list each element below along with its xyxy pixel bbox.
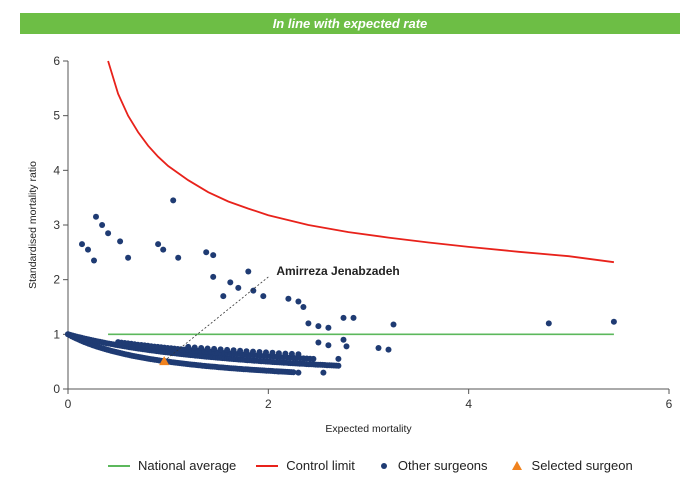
control-limit-line <box>107 60 615 264</box>
legend-label: Control limit <box>286 458 355 473</box>
other-surgeon-point <box>117 238 124 245</box>
other-surgeon-point <box>340 314 347 321</box>
chart-labels: Expected mortality Standardised mortality… <box>27 161 412 435</box>
other-surgeon-point <box>269 349 276 356</box>
other-surgeon-point <box>125 254 132 261</box>
other-surgeon-point <box>85 246 91 253</box>
other-surgeon-point <box>300 304 307 310</box>
legend-label: National average <box>138 458 237 473</box>
other-surgeon-point <box>204 345 211 352</box>
y-tick-label: 0 <box>53 382 60 396</box>
other-surgeon-point <box>295 369 302 376</box>
other-surgeon-point <box>315 323 322 330</box>
other-surgeon-point <box>235 284 242 291</box>
other-surgeon-point <box>310 355 317 362</box>
y-tick-label: 2 <box>53 273 60 287</box>
legend-item-selected-surgeon[interactable]: Selected surgeon <box>508 458 633 473</box>
other-surgeon-point <box>285 295 292 302</box>
other-surgeon-point <box>315 339 322 346</box>
other-surgeon-point <box>250 287 257 294</box>
national-average-swatch <box>108 464 130 467</box>
y-tick-label: 6 <box>53 54 60 68</box>
other-surgeon-point <box>545 320 552 327</box>
other-surgeon-point <box>335 362 342 369</box>
other-surgeon-point <box>210 252 217 259</box>
other-surgeon-point <box>610 318 617 325</box>
chart-title-banner: In line with expected rate <box>20 13 680 34</box>
other-surgeon-point <box>340 336 347 343</box>
legend-item-control-limit[interactable]: Control limit <box>256 458 355 473</box>
other-surgeon-point <box>260 293 267 300</box>
other-surgeon-point <box>185 343 192 350</box>
other-surgeons-swatch <box>380 462 387 469</box>
x-tick-label: 4 <box>465 397 472 411</box>
selected-surgeon-marker <box>159 356 170 366</box>
chart-marks <box>65 60 617 376</box>
other-surgeon-point <box>160 246 167 253</box>
other-surgeon-point <box>325 324 332 331</box>
other-surgeon-point <box>155 241 162 248</box>
x-tick-label: 0 <box>65 397 72 411</box>
other-surgeon-point <box>250 348 256 355</box>
selected-surgeon-swatch <box>511 461 522 470</box>
y-tick-label: 5 <box>53 109 60 123</box>
legend: National average Control limit Other sur… <box>108 458 653 473</box>
x-axis-label: Expected mortality <box>325 423 412 435</box>
other-surgeon-point <box>295 351 302 358</box>
other-surgeon-point <box>211 345 218 352</box>
other-surgeon-point <box>290 369 297 376</box>
other-surgeon-point <box>93 213 99 220</box>
other-surgeon-point <box>91 257 97 264</box>
other-surgeon-point <box>203 249 210 256</box>
other-surgeon-point <box>220 293 227 300</box>
other-surgeon-point <box>256 349 263 355</box>
other-surgeon-point <box>105 230 112 237</box>
other-surgeon-point <box>227 279 234 286</box>
other-surgeon-point <box>343 343 350 350</box>
y-axis-label: Standardised mortality ratio <box>27 161 39 289</box>
y-tick-label: 1 <box>53 327 60 341</box>
other-surgeon-point <box>191 344 198 351</box>
other-surgeon-point <box>245 268 252 275</box>
other-surgeon-point <box>335 355 342 362</box>
other-surgeon-point <box>263 349 269 356</box>
other-surgeon-point <box>288 350 295 357</box>
legend-item-other-surgeons[interactable]: Other surgeons <box>375 458 488 473</box>
selected-surgeon-label: Amirreza Jenabzadeh <box>276 264 399 278</box>
other-surgeon-point <box>237 347 244 354</box>
other-surgeon-point <box>99 222 106 228</box>
legend-label: Selected surgeon <box>531 458 633 473</box>
other-surgeon-point <box>79 241 85 248</box>
other-surgeon-point <box>243 348 250 355</box>
legend-label: Other surgeons <box>397 458 488 473</box>
other-surgeon-point <box>217 346 224 353</box>
other-surgeon-point <box>325 342 332 349</box>
other-surgeon-point <box>224 346 231 353</box>
other-surgeon-point <box>170 197 177 204</box>
other-surgeon-point <box>275 350 282 357</box>
y-tick-label: 3 <box>53 218 60 232</box>
other-surgeon-point <box>390 321 397 328</box>
other-surgeon-point <box>305 320 312 327</box>
legend-item-national-average[interactable]: National average <box>108 458 236 473</box>
other-surgeon-point <box>320 369 327 376</box>
other-surgeon-point <box>198 345 205 351</box>
y-tick-label: 4 <box>53 163 60 177</box>
other-surgeon-point <box>350 314 357 321</box>
other-surgeon-point <box>275 368 282 375</box>
other-surgeon-point <box>230 347 237 354</box>
other-surgeon-point <box>282 350 289 357</box>
other-surgeon-point <box>375 345 382 351</box>
other-surgeon-point <box>385 346 392 353</box>
x-tick-label: 6 <box>666 397 673 411</box>
other-surgeon-point <box>175 254 182 261</box>
other-surgeon-point <box>210 273 217 280</box>
other-surgeon-point <box>295 298 302 305</box>
control-limit-swatch <box>256 464 279 467</box>
x-tick-label: 2 <box>265 397 272 411</box>
